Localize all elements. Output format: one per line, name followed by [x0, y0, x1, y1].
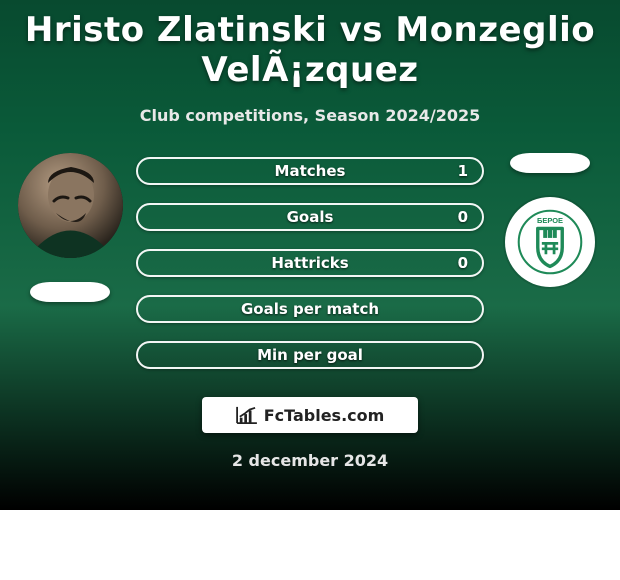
stat-row: Goals per match [136, 295, 484, 323]
content-row: Matches 1 Goals 0 Hattricks 0 Goals per … [0, 153, 620, 369]
site-name: FcTables.com [264, 406, 385, 425]
club-crest-icon: БЕРОЕ [516, 208, 584, 276]
stat-label: Goals [138, 205, 482, 229]
avatar-silhouette-icon [18, 153, 123, 258]
stat-right-value: 0 [458, 205, 468, 229]
club-text: БЕРОЕ [537, 216, 563, 225]
right-country-shape [510, 153, 590, 173]
stat-label: Goals per match [138, 297, 482, 321]
stat-row: Goals 0 [136, 203, 484, 231]
comparison-card: Hristo Zlatinski vs Monzeglio VelÃ¡zquez… [0, 0, 620, 510]
stat-row: Matches 1 [136, 157, 484, 185]
left-country-shape [30, 282, 110, 302]
stat-row: Min per goal [136, 341, 484, 369]
site-badge: FcTables.com [202, 397, 418, 433]
stat-right-value: 1 [458, 159, 468, 183]
stat-label: Hattricks [138, 251, 482, 275]
site-chart-icon [236, 406, 258, 424]
stat-label: Min per goal [138, 343, 482, 367]
stat-row: Hattricks 0 [136, 249, 484, 277]
right-club-badge: БЕРОЕ [505, 197, 595, 287]
page-title: Hristo Zlatinski vs Monzeglio VelÃ¡zquez [0, 0, 620, 90]
stat-label: Matches [138, 159, 482, 183]
stat-right-value: 0 [458, 251, 468, 275]
subtitle: Club competitions, Season 2024/2025 [0, 106, 620, 125]
left-avatar [18, 153, 123, 258]
date-text: 2 december 2024 [0, 451, 620, 470]
stats-column: Matches 1 Goals 0 Hattricks 0 Goals per … [130, 153, 490, 369]
right-side: БЕРОЕ [490, 153, 610, 287]
left-side [10, 153, 130, 302]
